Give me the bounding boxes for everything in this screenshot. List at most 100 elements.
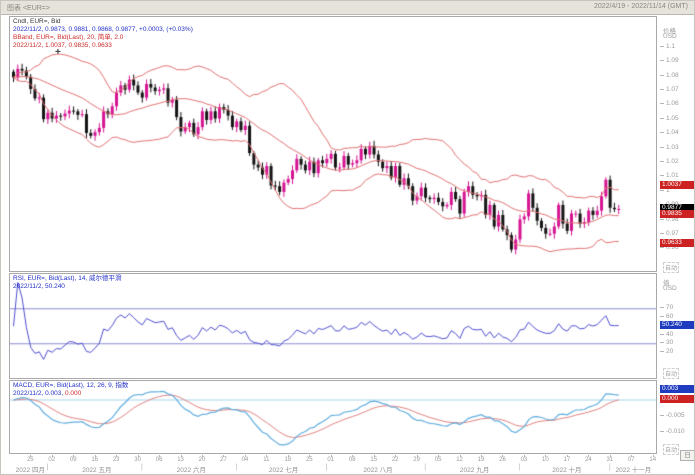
month-label: 2022 九月 <box>459 467 490 474</box>
time-axis-tick <box>223 455 225 457</box>
legend-signal-value: 0.000 <box>64 390 82 397</box>
legend-candle-series[interactable]: Cndl, EUR=, Bid <box>13 18 61 25</box>
time-axis-tick <box>330 455 332 457</box>
time-axis-tick <box>137 455 139 457</box>
rsi-tick-label: 20 <box>660 348 694 355</box>
day-label: 18 <box>284 457 292 463</box>
rsi-chart-canvas[interactable] <box>10 274 656 378</box>
rsi-axis-auto-label[interactable]: 自动 <box>663 368 680 379</box>
day-label: 04 <box>241 457 249 463</box>
legend-macd-value: 0.003, <box>45 390 64 397</box>
legend-macd-series[interactable]: MACD, EUR=, Bid(Last), 12, 26, 9, 指数 <box>13 382 129 389</box>
day-label: 17 <box>563 457 571 463</box>
price-axis-auto-label[interactable]: 自动 <box>663 262 680 273</box>
month-separator: | <box>608 464 611 471</box>
price-axis-unit: USD <box>663 33 677 40</box>
month-label: 2022 七月 <box>268 467 299 474</box>
day-label: 29 <box>413 457 420 463</box>
day-label: 26 <box>499 457 506 463</box>
price-tick-label: 1.02 <box>660 158 694 165</box>
price-tick-label: 0.97 <box>660 230 694 237</box>
rsi-panel: RSI, EUR=, Bid(Last), 14, 威尔德平滑 2022/11/… <box>9 273 657 379</box>
time-axis-tick <box>73 455 75 457</box>
rsi-tick-label: 30 <box>660 339 694 346</box>
legend-candle-values: 2022/11/2, 0.9873, 0.9881, 0.9868, 0.987… <box>13 26 193 33</box>
price-legend: Cndl, EUR=, Bid 2022/11/2, 0.9873, 0.988… <box>13 18 193 50</box>
time-axis-tick <box>416 455 418 457</box>
price-tick-label: 1.06 <box>660 100 694 107</box>
day-label: 16 <box>91 457 99 463</box>
rsi-axis-title: 值 <box>663 280 670 287</box>
day-label: 11 <box>263 457 270 463</box>
month-separator: | <box>140 464 143 471</box>
time-axis-tick <box>631 455 633 457</box>
day-label: 14 <box>649 457 657 463</box>
day-label: 07 <box>627 457 635 463</box>
time-axis-tick <box>287 455 289 457</box>
time-axis-tick <box>30 455 32 457</box>
price-tick-label: 1.05 <box>660 115 694 122</box>
price-tick-label: 1 <box>660 187 694 194</box>
day-label: 13 <box>177 457 184 463</box>
time-axis-tick <box>566 455 568 457</box>
legend-bband-series[interactable]: BBand, EUR=, Bid(Last), 20, 简单, 2.0 <box>13 34 124 41</box>
day-label: 23 <box>112 457 120 463</box>
macd-axis-auto-label[interactable]: 自动 <box>663 444 680 455</box>
legend-bband-values: 2022/11/2, 1.0037, 0.9835, 0.9633 <box>13 42 112 49</box>
price-chart-canvas[interactable] <box>10 17 656 271</box>
price-tick-label: 1.07 <box>660 86 694 93</box>
legend-rsi-series[interactable]: RSI, EUR=, Bid(Last), 14, 威尔德平滑 <box>13 275 122 282</box>
signal-value-badge: 0.000 <box>660 395 694 403</box>
rsi-value-badge: 50.240 <box>660 321 694 330</box>
day-label: 24 <box>584 457 592 463</box>
date-range-label: 2022/4/19 - 2022/11/14 (GMT) <box>593 3 688 10</box>
day-label: 12 <box>456 457 463 463</box>
day-label: 10 <box>542 457 549 463</box>
month-label: 2022 十一月 <box>615 467 652 474</box>
day-label: 30 <box>134 457 141 463</box>
time-axis-tick <box>588 455 590 457</box>
day-label: 25 <box>305 457 313 463</box>
price-tick-label: 0.96 <box>660 244 694 251</box>
day-label: 01 <box>327 457 335 463</box>
month-label: 2022 十月 <box>552 467 582 474</box>
time-axis-tick <box>180 455 182 457</box>
time-axis-tick <box>373 455 375 457</box>
price-axis-title: 价格 <box>663 28 676 35</box>
time-axis-tick <box>502 455 504 457</box>
time-axis-tick <box>652 455 654 457</box>
macd-chart-canvas[interactable] <box>10 381 656 453</box>
time-axis-tick <box>94 455 96 457</box>
month-separator: | <box>424 464 427 471</box>
crosshair-cursor: + <box>55 47 61 58</box>
month-label: 2022 八月 <box>363 467 393 474</box>
time-axis-tick <box>459 455 461 457</box>
time-axis-tick <box>51 455 53 457</box>
day-label: 25 <box>26 457 34 463</box>
time-axis-tick <box>116 455 118 457</box>
time-axis-tick <box>309 455 311 457</box>
titlebar: 图表 <EUR=> 2022/4/19 - 2022/11/14 (GMT) <box>1 1 694 15</box>
periodicity-box[interactable]: 日 <box>680 450 694 461</box>
legend-rsi-values: 2022/11/2, 50.240 <box>13 283 65 290</box>
day-label: 09 <box>69 457 77 463</box>
day-label: 05 <box>434 457 442 463</box>
window-title: 图表 <EUR=> <box>7 5 50 12</box>
legend-macd-values: 2022/11/2, 0.003, 0.000 <box>13 390 128 398</box>
time-axis-tick <box>159 455 161 457</box>
rsi-legend: RSI, EUR=, Bid(Last), 14, 威尔德平滑 2022/11/… <box>13 275 122 291</box>
time-axis-tick <box>244 455 246 457</box>
time-axis-tick <box>202 455 203 457</box>
time-axis-tick <box>523 455 525 457</box>
rsi-tick-label: 60 <box>660 313 694 320</box>
macd-panel: MACD, EUR=, Bid(Last), 12, 26, 9, 指数 202… <box>9 380 657 454</box>
day-label: 06 <box>155 457 163 463</box>
price-tick-label: 0.98 <box>660 216 694 223</box>
month-separator: | <box>235 464 238 471</box>
macd-legend: MACD, EUR=, Bid(Last), 12, 26, 9, 指数 202… <box>13 382 128 398</box>
time-axis-tick <box>395 455 397 457</box>
time-axis-tick <box>438 455 440 457</box>
macd-value-badge: 0.003 <box>660 385 694 394</box>
bband-middle-badge: 0.9835 <box>660 210 694 218</box>
